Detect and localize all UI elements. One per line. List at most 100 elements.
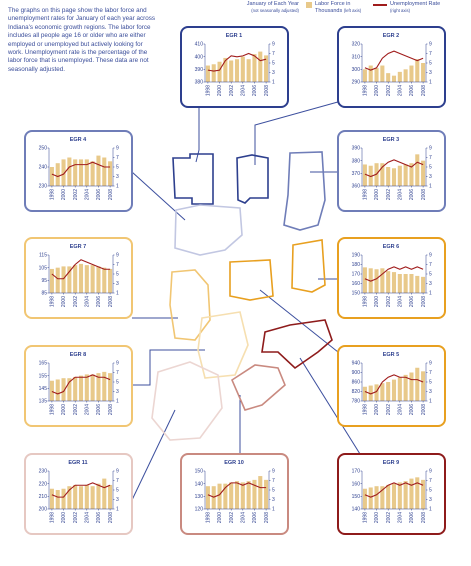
bar bbox=[223, 57, 228, 82]
bar bbox=[240, 482, 245, 509]
panel-title: EGR 4 bbox=[70, 137, 87, 143]
x-tick-label: 2002 bbox=[386, 296, 392, 307]
y2-tick-label: 3 bbox=[116, 389, 119, 395]
bar bbox=[391, 272, 397, 293]
y2-tick-label: 9 bbox=[429, 42, 432, 48]
region-egr7 bbox=[169, 269, 211, 341]
bar bbox=[108, 268, 113, 293]
bar bbox=[96, 373, 101, 401]
bar bbox=[409, 478, 414, 509]
bar bbox=[386, 167, 391, 186]
y2-tick-label: 5 bbox=[429, 488, 432, 494]
bar bbox=[403, 481, 408, 509]
y2-tick-label: 7 bbox=[116, 370, 119, 376]
x-tick-label: 2008 bbox=[421, 296, 427, 307]
bar bbox=[252, 54, 257, 82]
legend-sub: (right axis) bbox=[390, 7, 411, 13]
rate-line bbox=[207, 482, 267, 498]
bar bbox=[84, 159, 89, 186]
panel-frame bbox=[337, 345, 446, 427]
bar bbox=[67, 266, 72, 293]
y-tick-label: 320 bbox=[352, 42, 361, 48]
x-tick-label: 2004 bbox=[398, 404, 404, 415]
panel-frame bbox=[337, 130, 446, 212]
bar bbox=[246, 481, 251, 509]
bar bbox=[90, 161, 95, 186]
bar bbox=[409, 372, 414, 401]
legend-entry: Unemployment Rate (right axis) bbox=[390, 1, 460, 14]
bar bbox=[73, 484, 78, 509]
y2-tick-label: 7 bbox=[429, 370, 432, 376]
x-tick-label: 2000 bbox=[374, 85, 380, 96]
bar bbox=[67, 486, 72, 509]
bar bbox=[84, 265, 89, 293]
x-tick-label: 2004 bbox=[398, 296, 404, 307]
bar bbox=[397, 377, 402, 401]
rate-line bbox=[51, 482, 111, 498]
panel-frame bbox=[24, 453, 133, 535]
legend-sub: (left axis) bbox=[343, 7, 362, 13]
bar bbox=[415, 154, 420, 186]
y-tick-label: 105 bbox=[39, 265, 48, 271]
connector bbox=[131, 409, 176, 501]
connector bbox=[254, 99, 346, 165]
y-tick-label: 410 bbox=[195, 42, 204, 48]
panel: EGR 4 230 240 250 1 3 5 7 9 1998 2000 2002 2004 2006 2… bbox=[24, 130, 133, 212]
bar bbox=[90, 374, 95, 401]
y-tick-label: 390 bbox=[195, 67, 204, 73]
bar bbox=[391, 379, 397, 401]
panel-title: EGR 9 bbox=[383, 460, 400, 466]
y2-tick-label: 1 bbox=[272, 507, 275, 513]
y2-tick-label: 9 bbox=[116, 146, 119, 152]
x-tick-label: 1998 bbox=[50, 512, 56, 523]
y-tick-label: 210 bbox=[39, 494, 48, 500]
bar bbox=[67, 157, 72, 186]
x-tick-label: 2002 bbox=[73, 512, 79, 523]
panel: EGR 6 150 160 170 180 190 1 3 5 7 9 1998 2000 2002 200… bbox=[337, 237, 446, 319]
bar bbox=[49, 380, 54, 401]
bar bbox=[108, 373, 113, 401]
x-tick-label: 2000 bbox=[61, 404, 67, 415]
panel-frame bbox=[337, 26, 446, 108]
y-tick-label: 860 bbox=[352, 380, 361, 386]
region-egr10 bbox=[230, 364, 286, 411]
bar bbox=[380, 383, 385, 401]
y-tick-label: 150 bbox=[352, 494, 361, 500]
x-tick-label: 1998 bbox=[363, 189, 369, 200]
y2-tick-label: 3 bbox=[116, 497, 119, 503]
y2-tick-label: 3 bbox=[429, 281, 432, 287]
bar bbox=[409, 65, 414, 82]
bar bbox=[403, 274, 408, 293]
bar bbox=[374, 269, 379, 293]
x-tick-label: 2008 bbox=[108, 404, 114, 415]
legend-label: Unemployment Rate bbox=[390, 1, 441, 7]
y2-tick-label: 5 bbox=[116, 380, 119, 386]
region-egr9 bbox=[261, 319, 333, 370]
x-tick-label: 1998 bbox=[363, 404, 369, 415]
y-tick-label: 150 bbox=[352, 291, 361, 297]
bar bbox=[84, 374, 89, 401]
bar bbox=[397, 274, 402, 293]
x-tick-label: 2008 bbox=[421, 404, 427, 415]
y2-tick-label: 1 bbox=[429, 80, 432, 86]
bar bbox=[409, 163, 414, 186]
x-tick-label: 2000 bbox=[217, 512, 223, 523]
bar bbox=[258, 476, 263, 509]
y2-tick-label: 7 bbox=[429, 262, 432, 268]
y-tick-label: 230 bbox=[39, 184, 48, 190]
y2-tick-label: 7 bbox=[429, 51, 432, 57]
x-tick-label: 2008 bbox=[108, 512, 114, 523]
x-tick-label: 2006 bbox=[252, 85, 258, 96]
y2-tick-label: 5 bbox=[429, 272, 432, 278]
bar bbox=[368, 487, 373, 509]
panel-title: EGR 2 bbox=[383, 33, 400, 39]
y-tick-label: 300 bbox=[352, 67, 361, 73]
panel-frame bbox=[180, 453, 289, 535]
connector bbox=[195, 103, 200, 163]
bar bbox=[403, 69, 408, 82]
y2-tick-label: 3 bbox=[429, 389, 432, 395]
y-tick-label: 240 bbox=[39, 165, 48, 171]
y2-tick-label: 5 bbox=[116, 165, 119, 171]
bar bbox=[229, 60, 234, 82]
x-tick-label: 1998 bbox=[206, 85, 212, 96]
